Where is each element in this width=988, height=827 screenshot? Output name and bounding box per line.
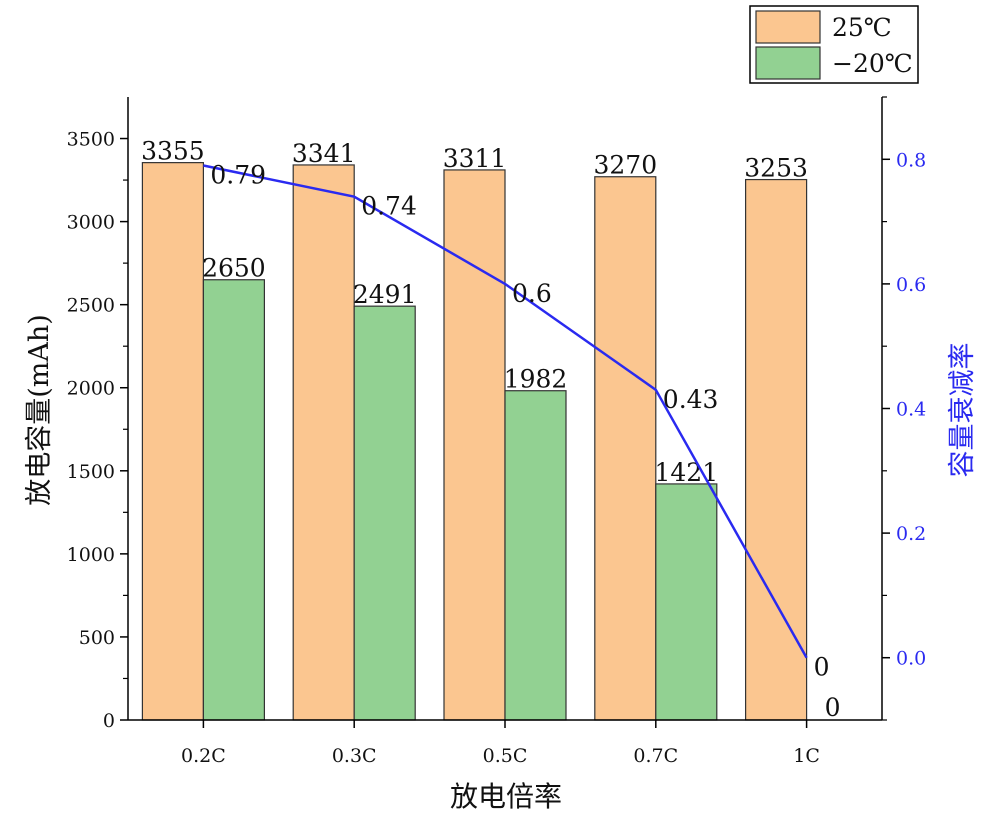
line-value-label: 0.6 xyxy=(512,279,552,308)
x-tick-label: 1C xyxy=(793,745,820,767)
bar-series1-1 xyxy=(292,164,355,721)
line-value-label: 0.74 xyxy=(361,192,417,221)
x-tick-label: 0.2C xyxy=(181,745,226,767)
legend-label: 25℃ xyxy=(832,13,892,42)
y2-tick-label: 0.6 xyxy=(896,274,926,296)
y-tick-label: 1000 xyxy=(67,544,115,566)
line-value-label: 0 xyxy=(814,653,830,682)
bar-series2-1 xyxy=(353,305,416,721)
x-tick-label: 0.7C xyxy=(633,745,678,767)
x-axis-title: 放电倍率 xyxy=(450,780,562,813)
bar-series1-2 xyxy=(443,169,506,721)
y2-tick-label: 0.8 xyxy=(896,149,926,171)
y-tick-label: 0 xyxy=(103,710,115,732)
y2-axis-title: 容量衰减率 xyxy=(947,343,978,478)
bar-series1-4 xyxy=(744,178,808,721)
y2-tick-label: 0.2 xyxy=(896,523,926,545)
y2-tick-label: 0.4 xyxy=(896,399,926,421)
bar-value-label: 3253 xyxy=(744,154,808,183)
y-tick-label: 2500 xyxy=(67,295,115,317)
x-tick-label: 0.3C xyxy=(332,745,377,767)
y-tick-label: 3000 xyxy=(67,212,115,234)
y-axis-title: 放电容量(mAh) xyxy=(24,314,55,506)
bar-value-label: 1982 xyxy=(504,365,568,394)
y-tick-label: 3500 xyxy=(67,129,115,151)
y-tick-label: 1500 xyxy=(67,461,115,483)
bar-series2-0 xyxy=(202,279,265,721)
bar-series1-0 xyxy=(141,162,204,721)
bar-series2-2 xyxy=(504,390,567,721)
legend-swatch xyxy=(755,46,821,80)
bar-value-label: 3355 xyxy=(141,137,205,166)
legend-swatch xyxy=(755,10,821,44)
x-tick-label: 0.5C xyxy=(483,745,528,767)
bar-series2-3 xyxy=(655,483,718,721)
line-value-label: 0.43 xyxy=(663,385,719,414)
bar-value-label: 2650 xyxy=(202,254,266,283)
bar-series1-3 xyxy=(594,176,657,721)
legend-label: −20℃ xyxy=(832,49,913,78)
y-tick-label: 500 xyxy=(79,627,115,649)
bar-value-label: 3341 xyxy=(292,139,356,168)
bar-value-label: 3311 xyxy=(443,144,507,173)
y2-tick-label: 0.0 xyxy=(896,648,926,670)
bar-value-label: 3270 xyxy=(593,151,657,180)
bar-value-label: 2491 xyxy=(353,280,417,309)
line-value-label: 0.79 xyxy=(210,161,266,190)
decay-rate-line xyxy=(203,164,808,659)
bar-value-label: 0 xyxy=(825,693,841,722)
y-tick-label: 2000 xyxy=(67,378,115,400)
